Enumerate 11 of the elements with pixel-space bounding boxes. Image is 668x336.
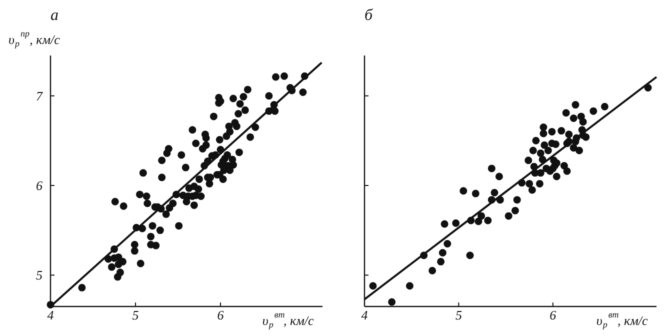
- x-tick-label: 5: [455, 308, 462, 322]
- x-tick-label: 6: [217, 308, 224, 322]
- y-tick-label: 6: [36, 178, 43, 193]
- x-tick-label: 5: [132, 308, 140, 322]
- x-tick-label: 6: [550, 308, 557, 322]
- y-tick-label: 5: [36, 268, 43, 283]
- chart-title: б: [364, 7, 374, 24]
- chart-title: а: [50, 7, 58, 24]
- y-tick-label: 7: [36, 88, 43, 104]
- x-tick-label: 4: [361, 308, 368, 322]
- x-tick-label: 4: [47, 308, 54, 322]
